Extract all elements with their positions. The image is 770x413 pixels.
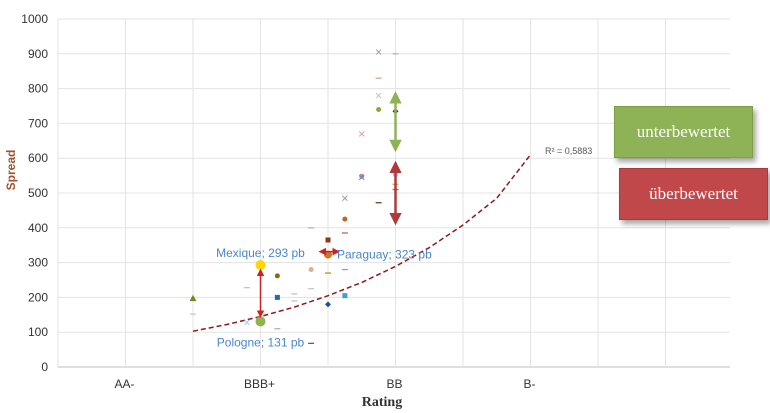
y-tick-label: 100 <box>28 325 48 339</box>
y-tick-label: 900 <box>28 47 48 61</box>
data-point <box>376 106 382 112</box>
data-point <box>342 216 348 222</box>
data-point <box>325 237 331 243</box>
x-axis-title: Rating <box>362 395 402 410</box>
data-point <box>255 316 266 327</box>
data-point <box>375 92 382 99</box>
y-tick-label: 800 <box>28 82 48 96</box>
arrows <box>256 91 402 318</box>
y-tick-label: 0 <box>41 360 48 374</box>
x-tick-labels: AA- BBB+ BB B- <box>114 377 535 391</box>
data-label: Paraguay; 323 pb <box>337 248 432 262</box>
data-point <box>255 260 266 271</box>
trendline <box>192 154 532 332</box>
data-point <box>358 130 365 137</box>
data-point <box>375 49 382 55</box>
data-point <box>274 273 280 279</box>
x-tick-label: B- <box>524 377 536 391</box>
y-tick-label: 300 <box>28 256 48 270</box>
y-tick-label: 400 <box>28 221 48 235</box>
callout-unterbewertet: unterbewertet <box>614 106 753 158</box>
data-point <box>244 319 250 326</box>
y-axis-title: Spread <box>4 150 18 191</box>
x-tick-label: BB <box>386 377 402 391</box>
y-tick-label: 700 <box>28 116 48 130</box>
x-tick-label: BBB+ <box>244 377 275 391</box>
data-label: Pologne; 131 pb <box>217 335 305 349</box>
y-tick-label: 500 <box>28 186 48 200</box>
data-point <box>274 294 280 300</box>
x-tick-label: AA- <box>114 377 134 391</box>
data-points <box>189 49 399 344</box>
data-point <box>342 195 348 202</box>
data-point <box>189 294 197 302</box>
y-tick-label: 600 <box>28 151 48 165</box>
data-point <box>342 293 348 299</box>
y-tick-label: 200 <box>28 290 48 304</box>
data-point <box>308 267 314 273</box>
data-point <box>325 301 331 308</box>
annotations: Mexique; 293 pb Pologne; 131 pb Paraguay; … <box>216 246 432 349</box>
data-point <box>359 173 365 179</box>
y-tick-labels: 0 100 200 300 400 500 600 700 800 900 1000 <box>21 12 48 374</box>
data-point <box>358 174 365 181</box>
data-label: Mexique; 293 pb <box>216 246 305 260</box>
callout-ueberbewertet: überbewertet <box>619 168 768 220</box>
y-tick-label: 1000 <box>21 12 48 26</box>
r-squared-label: R² = 0,5883 <box>545 146 592 156</box>
